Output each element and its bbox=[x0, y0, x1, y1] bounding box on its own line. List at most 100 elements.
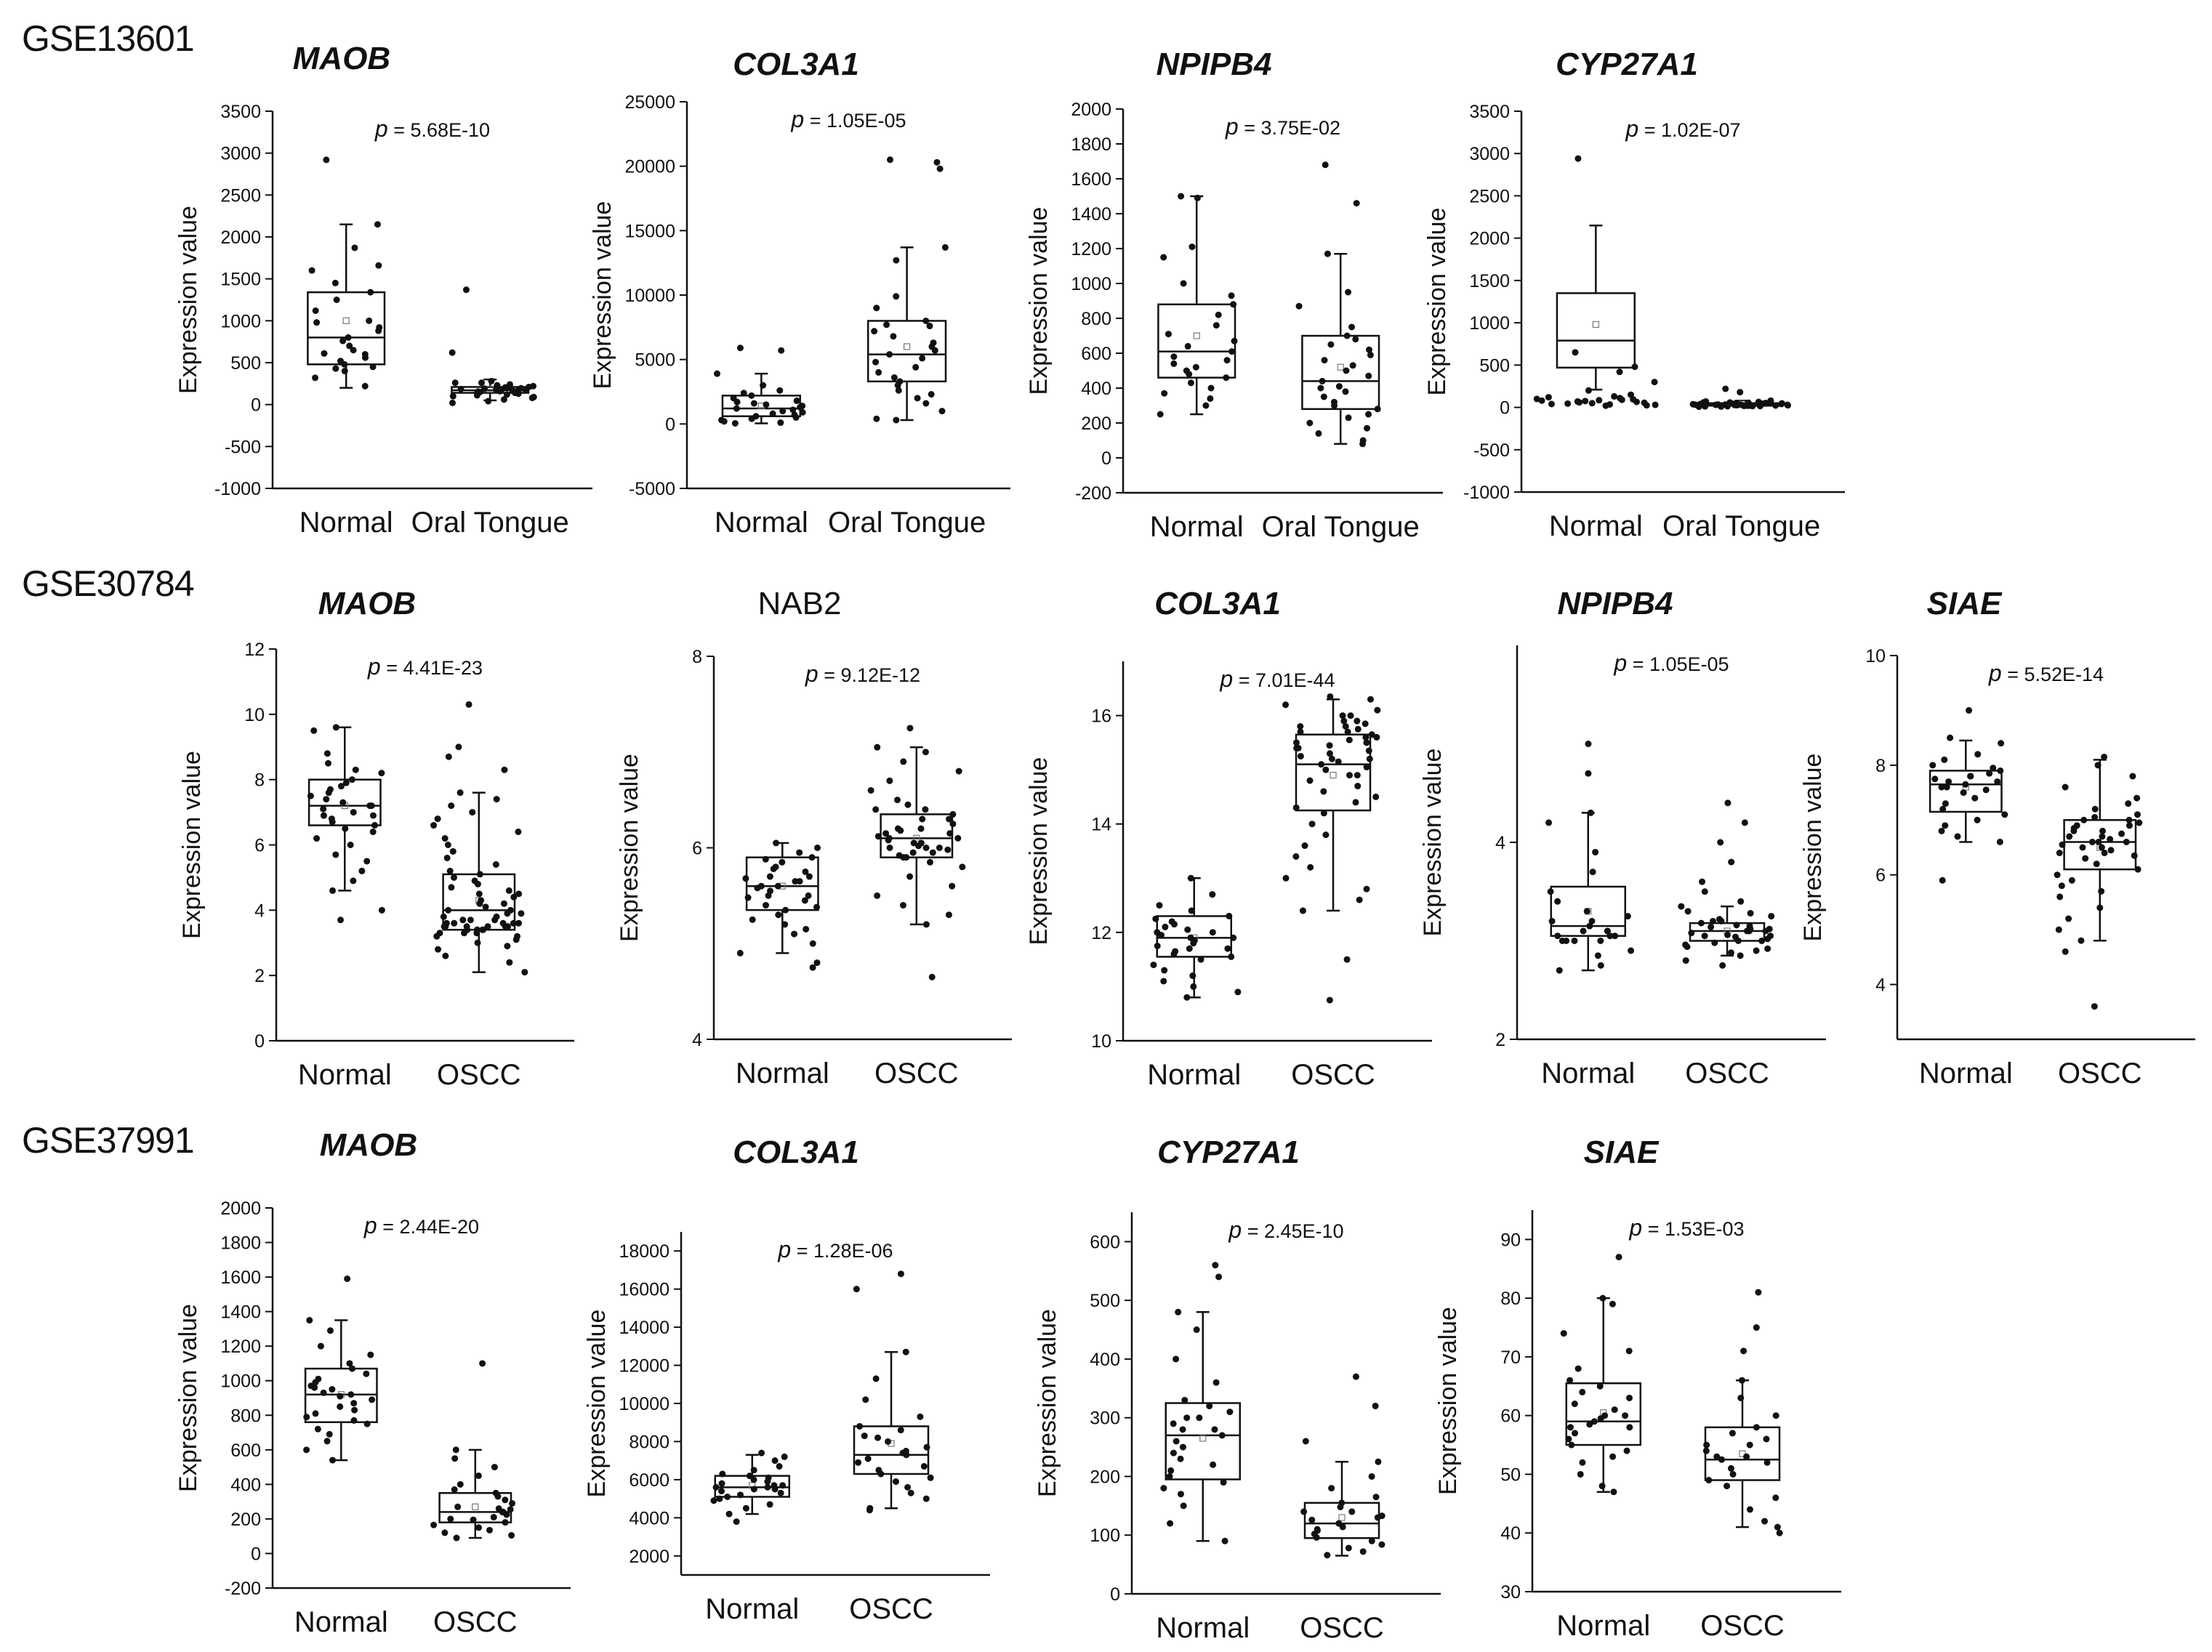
data-point bbox=[1181, 1396, 1189, 1403]
data-point bbox=[1160, 1485, 1167, 1492]
box bbox=[1165, 1402, 1241, 1480]
data-point bbox=[347, 1391, 355, 1398]
data-point bbox=[494, 1493, 502, 1500]
x-category-label: OSCC bbox=[1291, 1059, 1375, 1091]
data-point bbox=[451, 379, 459, 387]
data-point bbox=[1625, 1394, 1633, 1401]
y-tick-label: 1800 bbox=[220, 1233, 261, 1254]
data-point bbox=[1684, 908, 1692, 915]
data-point bbox=[462, 286, 470, 294]
data-point bbox=[1633, 398, 1640, 406]
x-category-label: Normal bbox=[736, 1057, 829, 1089]
data-point bbox=[883, 321, 890, 329]
data-point bbox=[1234, 988, 1242, 996]
y-tick-label: 10 bbox=[1091, 1031, 1111, 1052]
p-value-text: = 7.01E-44 bbox=[1233, 669, 1335, 691]
data-point bbox=[1597, 1415, 1604, 1422]
data-point bbox=[718, 1480, 725, 1487]
data-point bbox=[1193, 1326, 1200, 1334]
data-point bbox=[922, 845, 930, 851]
chart-panel-0: MAOB p = 5.68E-10 -1000 -500 0 500 1000 1500 200… bbox=[174, 41, 592, 539]
data-point bbox=[1974, 751, 1982, 758]
p-value-label: p = 1.05E-05 bbox=[790, 106, 906, 132]
data-point bbox=[2123, 838, 2130, 845]
series-1 bbox=[1300, 1373, 1385, 1559]
data-point bbox=[321, 350, 328, 357]
data-point bbox=[1585, 741, 1592, 747]
data-point bbox=[1785, 402, 1792, 409]
data-point bbox=[1596, 397, 1603, 404]
data-point bbox=[474, 939, 481, 946]
data-point bbox=[326, 786, 334, 793]
y-tick-label: 300 bbox=[1090, 1409, 1120, 1429]
data-point bbox=[1624, 913, 1631, 920]
data-point bbox=[312, 374, 319, 382]
data-point bbox=[369, 1396, 376, 1403]
box bbox=[1556, 292, 1636, 369]
chart-panel-1: COL3A1 p = 1.05E-05 -5000 0 5000 10000 15000 20… bbox=[589, 47, 1010, 539]
data-point bbox=[378, 906, 385, 914]
y-tick-label: 50 bbox=[1500, 1464, 1521, 1485]
data-point bbox=[775, 911, 782, 919]
data-point bbox=[443, 854, 451, 861]
data-point bbox=[2094, 762, 2102, 769]
data-point bbox=[1611, 1406, 1618, 1414]
y-tick-label: 15000 bbox=[624, 221, 675, 241]
data-point bbox=[909, 849, 917, 856]
data-point bbox=[345, 334, 352, 341]
data-point bbox=[736, 949, 744, 956]
data-point bbox=[936, 165, 944, 172]
data-point bbox=[871, 328, 878, 335]
data-point bbox=[2107, 836, 2114, 843]
data-point bbox=[2101, 754, 2108, 761]
chart-title: NPIPB4 bbox=[1558, 586, 1673, 621]
data-point bbox=[1226, 912, 1233, 919]
data-point bbox=[1348, 323, 1356, 331]
data-point bbox=[1606, 932, 1614, 940]
y-tick-label: -200 bbox=[1075, 483, 1111, 504]
data-point bbox=[430, 1521, 438, 1528]
data-point bbox=[771, 1486, 779, 1493]
data-point bbox=[1588, 917, 1596, 924]
p-symbol: p bbox=[363, 1212, 377, 1238]
x-category-label: OSCC bbox=[1700, 1610, 1785, 1642]
data-point bbox=[1727, 949, 1734, 956]
data-point bbox=[2062, 948, 2069, 955]
data-point bbox=[740, 390, 747, 397]
data-point bbox=[1631, 363, 1638, 371]
data-point bbox=[872, 358, 880, 366]
data-point bbox=[1586, 1421, 1593, 1428]
data-point bbox=[2118, 830, 2125, 837]
data-point bbox=[1320, 393, 1327, 400]
data-point bbox=[1320, 810, 1327, 817]
data-point bbox=[2099, 827, 2107, 834]
data-point bbox=[808, 854, 816, 861]
data-point bbox=[813, 903, 821, 911]
y-tick-label: 1000 bbox=[220, 1371, 261, 1392]
data-point bbox=[792, 414, 800, 421]
y-tick-label: 800 bbox=[1081, 309, 1111, 329]
data-point bbox=[1625, 1347, 1633, 1355]
data-point bbox=[464, 926, 471, 933]
data-point bbox=[1353, 200, 1360, 207]
y-tick-label: 10 bbox=[244, 705, 265, 725]
data-point bbox=[341, 368, 348, 375]
data-point bbox=[1160, 254, 1167, 261]
data-point bbox=[874, 833, 882, 840]
mean-marker bbox=[1330, 771, 1337, 779]
data-point bbox=[922, 806, 929, 813]
mean-marker bbox=[342, 317, 350, 324]
data-point bbox=[748, 415, 755, 422]
data-point bbox=[313, 835, 321, 842]
data-point bbox=[1170, 1449, 1177, 1456]
data-point bbox=[308, 267, 315, 274]
data-point bbox=[1372, 1403, 1379, 1410]
data-point bbox=[2078, 937, 2085, 944]
data-point bbox=[1230, 934, 1237, 941]
data-point bbox=[467, 916, 474, 924]
data-point bbox=[890, 374, 898, 381]
x-category-label: Normal bbox=[1541, 1057, 1635, 1089]
data-point bbox=[1343, 332, 1351, 339]
box bbox=[866, 320, 947, 383]
